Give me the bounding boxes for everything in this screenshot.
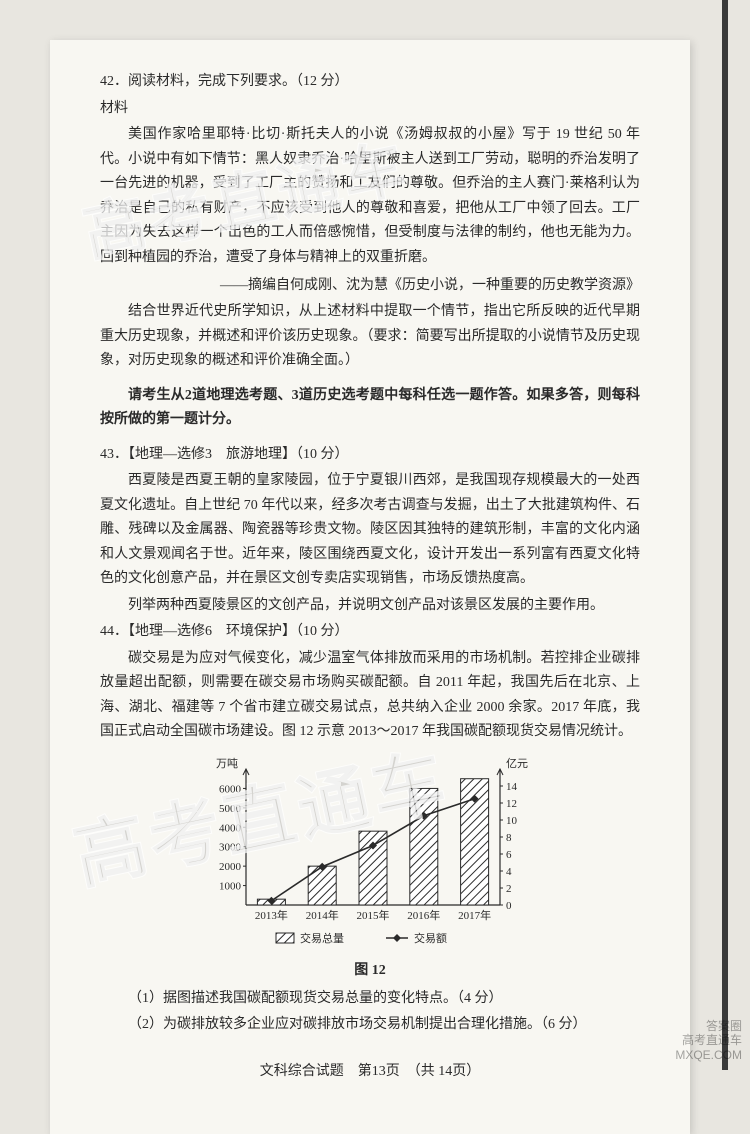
svg-text:2014年: 2014年 <box>306 908 339 922</box>
svg-text:4: 4 <box>506 866 512 878</box>
svg-text:8: 8 <box>506 832 512 844</box>
q42-p1: 美国作家哈里耶特·比切·斯托夫人的小说《汤姆叔叔的小屋》写于 19 世纪 50 … <box>100 123 640 270</box>
q43-p1: 西夏陵是西夏王朝的皇家陵园，位于宁夏银川西郊，是我国现存规模最大的一处西夏文化遗… <box>100 469 640 592</box>
q44-sub2: （2）为碳排放较多企业应对碳排放市场交易机制提出合理化措施。（6 分） <box>100 1013 640 1038</box>
svg-text:5000: 5000 <box>219 802 242 814</box>
svg-text:交易总量: 交易总量 <box>300 931 344 945</box>
svg-text:2017年: 2017年 <box>458 908 491 922</box>
svg-text:4000: 4000 <box>219 822 242 834</box>
svg-text:万吨: 万吨 <box>216 757 238 770</box>
q44-sub1: （1）据图描述我国碳配额现货交易总量的变化特点。（4 分） <box>100 987 640 1012</box>
q44-p1: 碳交易是为应对气候变化，减少温室气体排放而采用的市场机制。若控排企业碳排放量超出… <box>100 647 640 745</box>
chart-caption: 图 12 <box>100 959 640 979</box>
choice-instruction: 请考生从2道地理选考题、3道历史选考题中每科任选一题作答。如果多答，则每科按所做… <box>100 384 640 433</box>
svg-text:10: 10 <box>506 815 518 827</box>
q43-p2: 列举两种西夏陵景区的文创产品，并说明文创产品对该景区发展的主要作用。 <box>100 594 640 619</box>
svg-text:6: 6 <box>506 849 512 861</box>
scan-binding-edge <box>722 0 728 1070</box>
svg-text:3000: 3000 <box>219 841 242 853</box>
svg-text:14: 14 <box>506 781 518 793</box>
q42-cite: ——摘编自何成刚、沈为慧《历史小说，一种重要的历史教学资源》 <box>100 274 640 294</box>
q42-material-label: 材料 <box>100 97 640 122</box>
svg-text:交易额: 交易额 <box>414 931 447 945</box>
q42-heading: 42．阅读材料，完成下列要求。（12 分） <box>100 70 640 95</box>
svg-text:0: 0 <box>506 900 512 912</box>
chart-carbon-trading: 1000 2000 3000 4000 5000 6000 万吨 0 2 4 6 8 10 12 14 亿元 2… <box>200 755 540 955</box>
svg-text:12: 12 <box>506 798 517 810</box>
svg-text:1000: 1000 <box>219 880 242 892</box>
svg-text:2013年: 2013年 <box>255 908 288 922</box>
svg-text:2016年: 2016年 <box>407 908 440 922</box>
exam-page: 42．阅读材料，完成下列要求。（12 分） 材料 美国作家哈里耶特·比切·斯托夫… <box>50 40 690 1134</box>
svg-text:2: 2 <box>506 883 512 895</box>
svg-text:6000: 6000 <box>219 783 242 795</box>
svg-text:2015年: 2015年 <box>357 908 390 922</box>
q44-heading: 44．【地理—选修6 环境保护】（10 分） <box>100 620 640 645</box>
chart-svg: 1000 2000 3000 4000 5000 6000 万吨 0 2 4 6 8 10 12 14 亿元 2… <box>200 755 540 955</box>
svg-text:亿元: 亿元 <box>506 757 528 770</box>
q43-heading: 43．【地理—选修3 旅游地理】（10 分） <box>100 443 640 468</box>
q42-p2: 结合世界近代史所学知识，从上述材料中提取一个情节，指出它所反映的近代早期重大历史… <box>100 300 640 374</box>
svg-text:2000: 2000 <box>219 861 242 873</box>
